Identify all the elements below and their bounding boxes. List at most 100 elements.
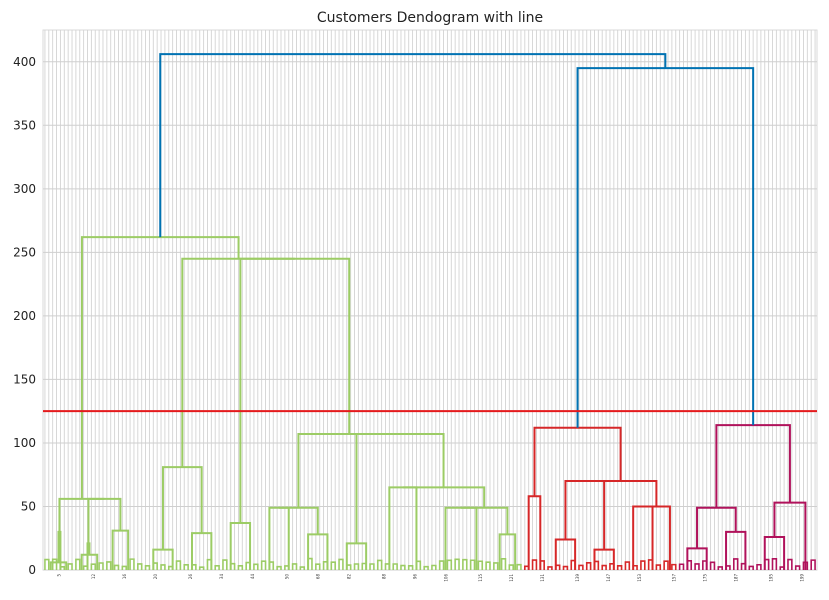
- dendrogram-link: [307, 533, 329, 570]
- dendrogram-link: [423, 565, 429, 570]
- dendrogram-link: [407, 564, 414, 570]
- dendrogram-link: [462, 558, 468, 570]
- dendrogram-link: [299, 566, 306, 570]
- dendrogram-link: [694, 563, 700, 570]
- plot-area: 0 50 100 150 200 250 300 350 400 5 12 16 20 26 34 44 50 6…: [13, 29, 818, 582]
- dendrogram-link: [137, 563, 143, 570]
- x-tick-label: 88: [381, 574, 386, 580]
- x-tick-label: 157: [672, 574, 677, 582]
- dendrogram-link: [498, 533, 517, 570]
- leaf-merges: [44, 557, 816, 570]
- dendrogram-link: [160, 564, 166, 570]
- dendrogram-link: [181, 257, 295, 468]
- dendrogram-link: [527, 495, 542, 570]
- x-tick-label: 153: [637, 574, 642, 582]
- dendrogram-link: [771, 558, 778, 570]
- dendrogram-link: [763, 535, 786, 570]
- dendrogram-link: [222, 559, 228, 570]
- dendrogram-link: [562, 565, 569, 570]
- dendrogram-link: [642, 505, 671, 570]
- dendrogram-link: [113, 564, 120, 570]
- dendrogram-link: [584, 480, 658, 507]
- dendrogram-link: [460, 506, 509, 535]
- dendrogram-link: [253, 563, 259, 570]
- y-tick-label: 150: [13, 372, 36, 386]
- vertical-grid: [44, 30, 816, 570]
- plot-background: [42, 29, 818, 571]
- dendrogram-link: [773, 501, 807, 570]
- x-tick-label: 187: [734, 574, 739, 582]
- dendrogram-link: [500, 557, 507, 570]
- dendrogram-link: [90, 563, 97, 570]
- x-tick-label: 96: [412, 574, 417, 580]
- dendrogram-link: [469, 559, 476, 570]
- dendrogram-link: [106, 561, 112, 570]
- dendrogram-link: [330, 561, 336, 570]
- dendrogram-link: [175, 560, 182, 570]
- dendrogram-link: [554, 538, 577, 570]
- dendrogram-link: [585, 562, 592, 570]
- x-tick-label: 68: [316, 574, 321, 580]
- horizontal-grid: 0 50 100 150 200 250 300 350 400: [13, 55, 817, 577]
- y-tick-label: 100: [13, 436, 36, 450]
- x-tick-label: 131: [540, 574, 545, 582]
- dendrogram-link: [787, 558, 793, 570]
- dendrogram-link: [709, 561, 716, 570]
- x-tick-label: 16: [122, 574, 127, 580]
- dendrogram-link: [183, 563, 189, 570]
- dendrogram-link: [190, 532, 213, 570]
- dendrogram-link: [111, 529, 130, 570]
- dendrogram-link: [547, 566, 553, 570]
- dendrogram-link: [80, 553, 99, 570]
- dendrogram-link: [44, 558, 50, 570]
- dendrogram-link: [144, 565, 151, 570]
- dendrogram-link: [392, 563, 398, 570]
- dendrogram-link: [152, 548, 174, 570]
- dendrogram-link: [338, 558, 344, 570]
- dendrogram-link: [516, 563, 522, 570]
- x-tick-label: 12: [91, 574, 96, 580]
- dendrogram-link: [58, 497, 105, 532]
- x-tick-label: 82: [347, 574, 352, 580]
- y-tick-label: 50: [21, 499, 36, 513]
- dendrogram-link: [655, 564, 662, 570]
- dendrogram-link: [624, 561, 631, 570]
- dendrogram-link: [159, 53, 667, 238]
- dendrogram-link: [438, 560, 445, 570]
- x-tick-label: 199: [799, 574, 804, 582]
- y-tick-label: 350: [13, 118, 36, 132]
- x-tick-label: 5: [56, 574, 61, 577]
- dendrogram-link: [454, 558, 460, 570]
- dendrogram-link: [485, 561, 491, 570]
- x-tick-label: 106: [443, 574, 448, 582]
- dendrogram-link: [121, 565, 128, 570]
- x-tick-label: 115: [478, 574, 483, 582]
- x-tick-label: 34: [219, 574, 224, 580]
- y-tick-label: 250: [13, 245, 36, 259]
- x-tick-label: 20: [153, 574, 158, 580]
- x-tick-label: 147: [606, 574, 611, 582]
- dendrogram-link: [678, 563, 685, 570]
- dendrogram-link: [67, 563, 73, 570]
- dendrogram-link: [715, 424, 791, 508]
- x-tick-label: 121: [509, 574, 514, 582]
- dendrogram-link: [353, 563, 360, 570]
- dendrogram-link: [376, 559, 383, 570]
- dendrogram-link: [260, 560, 267, 570]
- y-tick-label: 400: [13, 55, 36, 69]
- dendrogram-link: [129, 558, 135, 570]
- x-tick-label: 50: [285, 574, 290, 580]
- x-tick-label: 44: [250, 574, 255, 580]
- dendrogram-link: [86, 542, 91, 570]
- dendrogram-link: [297, 433, 401, 508]
- dendrogram-link: [402, 486, 486, 508]
- dendrogram-link: [531, 559, 538, 570]
- dendrogram-link: [446, 559, 453, 570]
- dendrogram-link: [810, 559, 816, 570]
- dendrogram-link: [214, 564, 220, 570]
- dendrogram-link: [671, 563, 677, 570]
- dendrogram-link: [717, 566, 723, 570]
- dendrogram-link: [601, 564, 607, 570]
- dendrogram-link: [279, 506, 319, 535]
